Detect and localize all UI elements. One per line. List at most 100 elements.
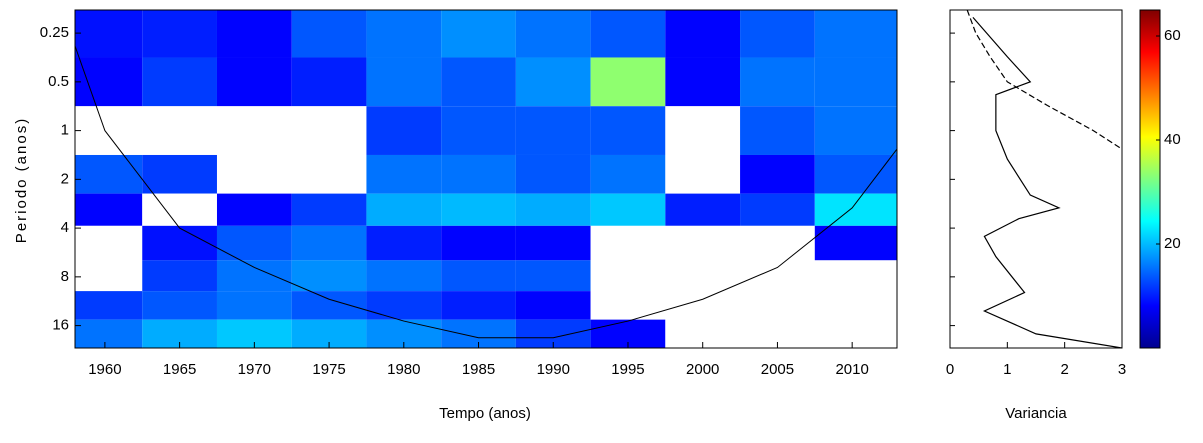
- heat-cell: [216, 225, 292, 261]
- heat-cell: [590, 225, 666, 261]
- colorbar: [1139, 9, 1161, 349]
- heat-cell: [75, 106, 143, 155]
- heat-cell: [814, 291, 897, 320]
- heat-cell: [366, 260, 442, 292]
- heat-cell: [740, 193, 815, 226]
- heat-cell: [590, 260, 666, 292]
- heat-cell: [515, 57, 591, 107]
- x-tick-label: 2: [1060, 361, 1068, 378]
- heatmap: [75, 10, 897, 348]
- x-tick-label: 0: [946, 361, 954, 378]
- heat-cell: [740, 154, 815, 194]
- x-tick-label: 1: [1003, 361, 1011, 378]
- heat-cell: [665, 154, 741, 194]
- heat-cell: [291, 193, 367, 226]
- heat-cell: [291, 291, 367, 320]
- heat-cell: [665, 260, 741, 292]
- heat-cell: [142, 57, 217, 107]
- heat-cell: [441, 225, 516, 261]
- x-tick-label: 1970: [238, 361, 271, 378]
- heat-cell: [291, 57, 367, 107]
- heat-cell: [441, 10, 516, 58]
- heat-cell: [366, 106, 442, 155]
- heat-cell: [665, 10, 741, 58]
- heat-cell: [142, 291, 217, 320]
- y-tick-label: 0.5: [48, 73, 69, 90]
- heat-cell: [216, 10, 292, 58]
- x-axis-label: Tempo (anos): [439, 405, 531, 422]
- heat-cell: [75, 319, 143, 348]
- heat-cell: [665, 106, 741, 155]
- colorbar-tick-label: 40: [1164, 131, 1181, 148]
- heat-cell: [740, 291, 815, 320]
- heat-cell: [814, 154, 897, 194]
- heat-cell: [515, 260, 591, 292]
- heat-cell: [515, 154, 591, 194]
- heat-cell: [814, 260, 897, 292]
- x-tick-label: 1995: [611, 361, 644, 378]
- plot-frame: [949, 9, 1123, 349]
- heat-cell: [814, 10, 897, 58]
- y-tick-label: 2: [61, 170, 69, 187]
- heat-cell: [216, 57, 292, 107]
- heat-cell: [515, 193, 591, 226]
- heat-cell: [75, 193, 143, 226]
- heat-cell: [216, 260, 292, 292]
- heat-cell: [515, 106, 591, 155]
- y-tick-label: 0.25: [40, 24, 69, 41]
- heat-cell: [814, 193, 897, 226]
- y-tick-label: 4: [61, 219, 69, 236]
- heat-cell: [814, 57, 897, 107]
- heat-cell: [814, 106, 897, 155]
- heat-cell: [75, 154, 143, 194]
- heat-cell: [590, 10, 666, 58]
- heat-cell: [441, 106, 516, 155]
- heat-cell: [515, 10, 591, 58]
- x-tick-label: 1965: [163, 361, 196, 378]
- x-axis-label: Variancia: [1005, 405, 1067, 422]
- heat-cell: [740, 225, 815, 261]
- heat-cell: [740, 57, 815, 107]
- heat-cell: [142, 154, 217, 194]
- y-tick-label: 8: [61, 268, 69, 285]
- heat-cell: [590, 106, 666, 155]
- heat-cell: [665, 225, 741, 261]
- heat-cell: [441, 57, 516, 107]
- heat-cell: [216, 106, 292, 155]
- heat-cell: [740, 10, 815, 58]
- heat-cell: [75, 10, 143, 58]
- x-tick-label: 1980: [387, 361, 420, 378]
- heat-cell: [515, 225, 591, 261]
- x-tick-label: 2010: [835, 361, 868, 378]
- heat-cell: [291, 106, 367, 155]
- heat-cell: [142, 260, 217, 292]
- colorbar-tick-label: 20: [1164, 235, 1181, 252]
- heat-cell: [366, 57, 442, 107]
- x-tick-label: 1975: [312, 361, 345, 378]
- heat-cell: [590, 154, 666, 194]
- heat-cell: [142, 10, 217, 58]
- heat-cell: [740, 106, 815, 155]
- heat-cell: [665, 291, 741, 320]
- heat-cell: [740, 260, 815, 292]
- heat-cell: [665, 57, 741, 107]
- heat-cell: [441, 291, 516, 320]
- heat-cell: [291, 225, 367, 261]
- colorbar-tick-label: 60: [1164, 27, 1181, 44]
- heat-cell: [291, 10, 367, 58]
- spectrum-line: [972, 17, 1122, 348]
- heat-cell: [366, 10, 442, 58]
- x-tick-label: 1985: [462, 361, 495, 378]
- heat-cell: [142, 193, 217, 226]
- heat-cell: [366, 193, 442, 226]
- x-tick-label: 1990: [537, 361, 570, 378]
- heat-cell: [216, 193, 292, 226]
- heat-cell: [590, 193, 666, 226]
- heat-cell: [366, 225, 442, 261]
- heat-cell: [75, 260, 143, 292]
- heat-cell: [366, 154, 442, 194]
- spectrum-line: [966, 10, 1122, 150]
- heat-cell: [291, 154, 367, 194]
- heat-cell: [216, 291, 292, 320]
- heat-cell: [814, 225, 897, 261]
